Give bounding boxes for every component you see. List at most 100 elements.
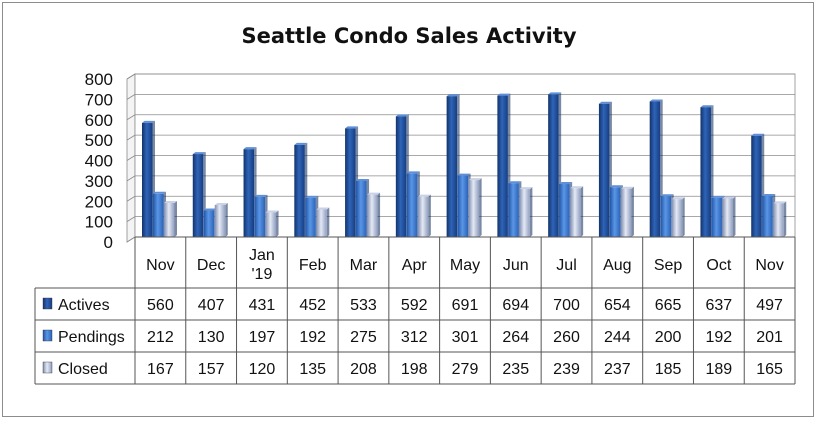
bar-closed <box>164 202 175 237</box>
data-label: 279 <box>452 361 479 378</box>
y-tick-label: 500 <box>85 131 113 150</box>
bar-side <box>682 197 685 237</box>
bar-closed <box>214 205 226 237</box>
bar-closed <box>316 209 327 237</box>
bar-closed <box>519 189 530 237</box>
legend-label: Pendings <box>58 329 125 346</box>
category-label: Dec <box>197 257 225 274</box>
data-label: 165 <box>756 361 783 378</box>
bar-closed <box>417 196 429 237</box>
bar-top <box>446 94 460 97</box>
bar-actives <box>598 103 610 237</box>
data-label: 197 <box>249 329 276 346</box>
data-label: 665 <box>655 297 682 314</box>
legend-key-actives <box>42 297 53 310</box>
bar-side <box>377 192 381 237</box>
bar-side <box>225 203 228 237</box>
bar-top <box>773 201 787 204</box>
data-label: 260 <box>553 329 580 346</box>
bar-side <box>580 186 584 237</box>
data-label: 691 <box>452 297 479 314</box>
bar-actives <box>294 144 305 237</box>
y-tick-label: 700 <box>85 90 113 109</box>
bar-side <box>631 186 634 237</box>
bar-side <box>479 178 482 237</box>
category-label: Aug <box>603 257 631 274</box>
data-label: 560 <box>147 297 174 314</box>
bar-actives <box>751 135 762 237</box>
bar-actives <box>548 94 559 237</box>
data-label: 452 <box>299 297 326 314</box>
bar-top <box>620 186 634 189</box>
bar-top <box>214 203 228 206</box>
bar-pendings <box>762 196 773 237</box>
data-label: 244 <box>604 329 631 346</box>
bar-top <box>671 197 685 200</box>
bar-top <box>406 171 420 174</box>
legend-label: Actives <box>58 297 110 314</box>
bar-side <box>326 207 330 237</box>
category-label: Nov <box>755 257 783 274</box>
bar-top <box>751 133 765 136</box>
bar-pendings <box>153 193 164 237</box>
bar-pendings <box>609 187 621 237</box>
bar-top <box>265 210 279 213</box>
bar-actives <box>446 96 458 238</box>
data-label: 637 <box>705 297 732 314</box>
bar-actives <box>192 154 204 237</box>
bar-side <box>732 196 736 237</box>
bar-top <box>660 194 674 197</box>
data-label: 700 <box>553 297 580 314</box>
bar-top <box>164 200 177 203</box>
bar-closed <box>671 199 683 237</box>
y-tick-label: 0 <box>104 233 113 252</box>
bar-pendings <box>508 183 519 237</box>
data-label: 275 <box>350 329 377 346</box>
bar-pendings <box>711 197 722 237</box>
gridline-depth <box>126 134 136 141</box>
data-label: 167 <box>147 361 174 378</box>
bar-side <box>276 210 279 237</box>
category-label: Feb <box>299 257 327 274</box>
bar-top <box>468 178 482 181</box>
gridline-depth <box>126 73 136 80</box>
legend-key-closed <box>42 361 53 374</box>
bar-top <box>598 101 612 104</box>
category-label: May <box>450 257 480 274</box>
data-label: 192 <box>299 329 326 346</box>
gridline-depth <box>126 114 136 121</box>
bar-closed <box>367 194 378 237</box>
category-label: Nov <box>146 257 174 274</box>
bar-top <box>203 208 217 211</box>
bar-top <box>243 147 257 150</box>
bar-top <box>508 181 522 184</box>
bar-closed <box>722 198 733 237</box>
bar-pendings <box>254 196 266 237</box>
bar-top <box>294 142 308 145</box>
category-label: Sep <box>654 257 683 274</box>
bar-closed <box>773 203 784 237</box>
bar-top <box>559 182 573 185</box>
bar-top <box>722 196 736 199</box>
data-label: 185 <box>655 361 682 378</box>
bar-closed <box>265 212 277 237</box>
data-label: 431 <box>249 297 276 314</box>
data-label: 407 <box>198 297 225 314</box>
gridline-depth <box>126 236 136 243</box>
bar-pendings <box>406 173 418 237</box>
data-label: 312 <box>401 329 428 346</box>
bar-top <box>356 178 370 181</box>
bar-actives <box>345 128 356 237</box>
bar-closed <box>620 188 632 237</box>
bar-top <box>457 173 471 176</box>
bar-pendings <box>203 210 215 237</box>
category-label: Jun <box>503 257 529 274</box>
gridline-depth <box>126 94 136 100</box>
data-label: 192 <box>705 329 732 346</box>
category-label: Mar <box>350 257 378 274</box>
data-label: 120 <box>249 361 276 378</box>
bar-side <box>428 194 431 237</box>
bar-top <box>395 114 409 117</box>
data-label: 533 <box>350 297 377 314</box>
category-label: Oct <box>706 257 731 274</box>
